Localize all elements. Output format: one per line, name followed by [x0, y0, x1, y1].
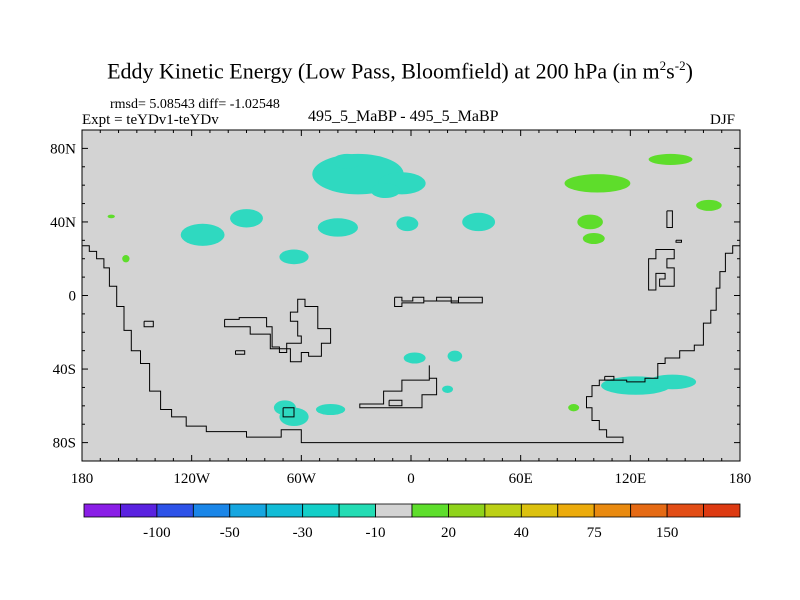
- colorbar-swatch: [703, 503, 741, 518]
- colorbar-swatch: [192, 503, 231, 518]
- colorbar-swatch: [156, 503, 194, 518]
- colorbar-swatch: [83, 503, 121, 518]
- anomaly-regions: [107, 153, 722, 427]
- x-tick-label: 120W: [173, 471, 211, 487]
- colorbar-swatch: [375, 503, 413, 518]
- colorbar-label: 20: [441, 525, 456, 541]
- negative-anomaly-region: [332, 153, 362, 169]
- title-exp1: 2: [659, 58, 667, 73]
- colorbar-label: -10: [366, 525, 386, 541]
- colorbar-label: 40: [514, 525, 529, 541]
- negative-anomaly-region: [447, 350, 463, 362]
- x-tick-label: 0: [407, 471, 415, 487]
- coastline: [235, 350, 246, 355]
- colorbar-swatch: [630, 503, 668, 518]
- positive-anomaly-region: [564, 174, 631, 193]
- y-tick-label: 40N: [50, 215, 76, 231]
- negative-anomaly-region: [462, 212, 496, 232]
- coastline: [394, 296, 483, 307]
- colorbar-swatch: [411, 503, 449, 518]
- coastline: [282, 407, 295, 418]
- positive-anomaly-region: [107, 214, 115, 219]
- coastlines: [82, 210, 740, 444]
- colorbar-swatch: [666, 503, 704, 518]
- coastline: [666, 210, 673, 228]
- title-text: Eddy Kinetic Energy (Low Pass, Bloomfiel…: [107, 58, 660, 84]
- coastline: [359, 365, 438, 409]
- colorbar-label: 150: [656, 525, 679, 541]
- colorbar-swatch: [265, 503, 304, 518]
- y-tick-label: 0: [69, 289, 77, 305]
- negative-anomaly-region: [315, 403, 346, 416]
- colorbar-swatch: [338, 503, 376, 518]
- colorbar-label: -30: [293, 525, 313, 541]
- title-end: ): [685, 58, 693, 84]
- coastline: [388, 399, 403, 407]
- x-tick-label: 60E: [509, 471, 533, 487]
- case-label: 495_5_MaBP - 495_5_MaBP: [308, 108, 499, 125]
- negative-anomaly-region: [279, 249, 309, 265]
- colorbar-swatch: [229, 503, 267, 518]
- positive-anomaly-region: [122, 255, 130, 263]
- colorbar-label: -50: [220, 525, 240, 541]
- positive-anomaly-region: [696, 199, 722, 211]
- colorbar-swatch: [302, 503, 340, 518]
- stats-label: rmsd= 5.08543 diff= -1.02548: [110, 97, 280, 112]
- x-tick-label: 180: [729, 471, 752, 487]
- y-tick-label: 80N: [50, 141, 76, 157]
- coastline: [648, 249, 675, 291]
- colorbar-swatch: [484, 503, 522, 518]
- colorbar-swatch: [593, 503, 632, 518]
- negative-anomaly-region: [403, 352, 426, 364]
- positive-anomaly-region: [582, 232, 605, 245]
- colorbar-swatch: [520, 503, 559, 518]
- plot-title: Eddy Kinetic Energy (Low Pass, Bloomfiel…: [0, 58, 800, 84]
- negative-anomaly-region: [442, 385, 454, 393]
- negative-anomaly-region: [648, 374, 697, 390]
- y-axis: 80N 40N 0 40S 80S: [50, 141, 740, 452]
- coastline: [604, 375, 615, 381]
- colorbar-swatch: [120, 503, 158, 518]
- negative-anomaly-region: [180, 223, 225, 246]
- coastline: [143, 320, 154, 328]
- experiment-label: Expt = teYDv1-teYDv: [82, 112, 219, 128]
- y-tick-label: 40S: [53, 362, 76, 378]
- negative-anomaly-region: [370, 183, 401, 199]
- positive-anomaly-region: [648, 153, 693, 165]
- colorbar-label: -100: [143, 525, 171, 541]
- colorbar-label: 75: [587, 525, 602, 541]
- x-tick-label: 60W: [287, 471, 317, 487]
- colorbar-swatch: [448, 503, 486, 518]
- title-exp2: -2: [674, 58, 686, 73]
- y-tick-label: 80S: [53, 436, 76, 452]
- positive-anomaly-region: [568, 403, 580, 412]
- x-tick-label: 120E: [614, 471, 646, 487]
- colorbar: -100 -50 -30 -10 20 40 75 150: [83, 503, 741, 541]
- coastline: [675, 239, 682, 243]
- coastline: [224, 298, 332, 363]
- negative-anomaly-region: [230, 209, 263, 228]
- season-label: DJF: [710, 112, 736, 128]
- positive-anomaly-region: [577, 214, 603, 230]
- coastline: [82, 245, 740, 444]
- x-tick-label: 180: [71, 471, 94, 487]
- x-axis: 180 120W 60W 0 60E 120E 180: [71, 130, 752, 487]
- title-text-s: s: [666, 58, 675, 84]
- negative-anomaly-region: [317, 218, 358, 237]
- negative-anomaly-region: [396, 216, 419, 232]
- colorbar-swatch: [557, 503, 595, 518]
